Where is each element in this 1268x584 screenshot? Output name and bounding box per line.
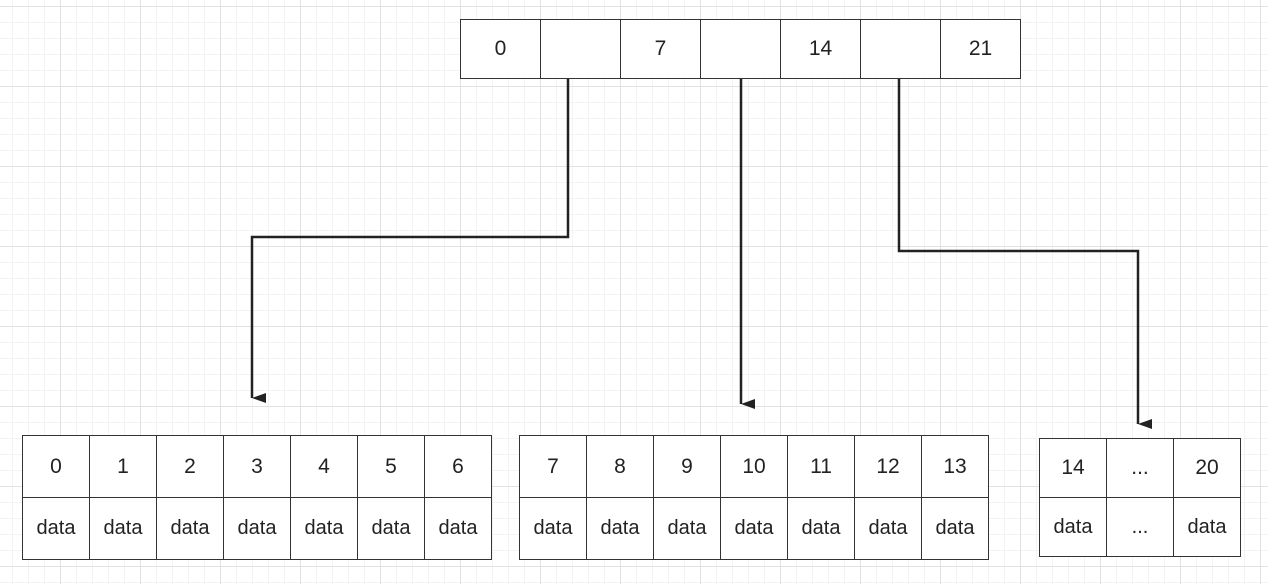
leaf-data-cell: data <box>519 497 587 560</box>
leaf-data-row: data data data data data data data <box>22 497 492 560</box>
leaf-key-cell: 4 <box>290 435 358 498</box>
leaf-page-3-table: 14 ... 20 data ... data <box>1039 438 1241 557</box>
leaf-key-cell: 10 <box>720 435 788 498</box>
leaf-key-cell: 0 <box>22 435 90 498</box>
leaf-key-cell: 13 <box>921 435 989 498</box>
leaf-key-cell: ... <box>1106 438 1174 498</box>
leaf-data-cell: data <box>854 497 922 560</box>
leaf-key-row: 7 8 9 10 11 12 13 <box>519 435 989 498</box>
leaf-data-cell: data <box>720 497 788 560</box>
index-key-cell: 21 <box>940 19 1021 79</box>
leaf-data-cell: data <box>89 497 157 560</box>
arrow-to-page-1 <box>250 78 570 403</box>
index-node-table: 0 7 14 21 <box>460 19 1021 79</box>
leaf-page-1-table: 0 1 2 3 4 5 6 data data data data data d… <box>22 435 492 560</box>
leaf-data-cell: data <box>787 497 855 560</box>
index-key-cell: 14 <box>780 19 861 79</box>
arrow-to-page-3 <box>897 78 1152 429</box>
leaf-key-cell: 1 <box>89 435 157 498</box>
leaf-data-cell: ... <box>1106 497 1174 557</box>
leaf-key-cell: 3 <box>223 435 291 498</box>
leaf-key-cell: 14 <box>1039 438 1107 498</box>
index-pointer-cell <box>540 19 621 79</box>
leaf-key-cell: 2 <box>156 435 224 498</box>
leaf-data-cell: data <box>290 497 358 560</box>
leaf-key-row: 14 ... 20 <box>1039 438 1241 498</box>
leaf-key-cell: 8 <box>586 435 654 498</box>
index-key-cell: 0 <box>460 19 541 79</box>
leaf-key-cell: 20 <box>1173 438 1241 498</box>
leaf-key-cell: 9 <box>653 435 721 498</box>
leaf-data-cell: data <box>357 497 425 560</box>
leaf-data-cell: data <box>223 497 291 560</box>
leaf-key-cell: 5 <box>357 435 425 498</box>
leaf-data-cell: data <box>1039 497 1107 557</box>
leaf-data-row: data ... data <box>1039 497 1241 557</box>
leaf-data-cell: data <box>424 497 492 560</box>
index-pointer-cell <box>860 19 941 79</box>
leaf-data-cell: data <box>22 497 90 560</box>
leaf-data-cell: data <box>1173 497 1241 557</box>
leaf-data-row: data data data data data data data <box>519 497 989 560</box>
index-key-cell: 7 <box>620 19 701 79</box>
leaf-key-cell: 11 <box>787 435 855 498</box>
index-row: 0 7 14 21 <box>460 19 1021 79</box>
leaf-data-cell: data <box>921 497 989 560</box>
leaf-data-cell: data <box>653 497 721 560</box>
leaf-key-row: 0 1 2 3 4 5 6 <box>22 435 492 498</box>
leaf-page-2-table: 7 8 9 10 11 12 13 data data data data da… <box>519 435 989 560</box>
leaf-data-cell: data <box>156 497 224 560</box>
leaf-data-cell: data <box>586 497 654 560</box>
leaf-key-cell: 7 <box>519 435 587 498</box>
leaf-key-cell: 12 <box>854 435 922 498</box>
leaf-key-cell: 6 <box>424 435 492 498</box>
index-pointer-cell <box>700 19 781 79</box>
